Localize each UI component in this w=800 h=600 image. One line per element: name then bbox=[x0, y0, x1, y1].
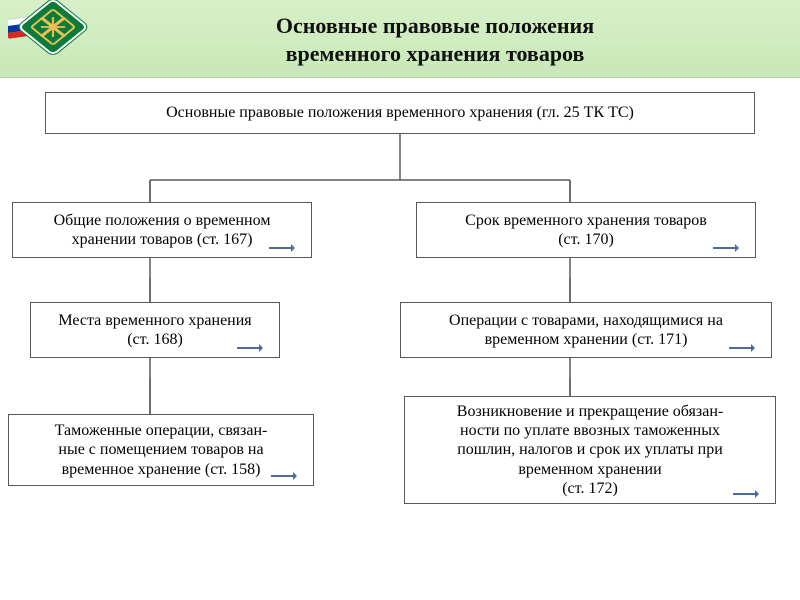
left-node-2: Места временного хранения(ст. 168) bbox=[30, 302, 280, 358]
page-title: Основные правовые положения временного х… bbox=[90, 12, 780, 67]
right-node-1: Срок временного хранения товаров(ст. 170… bbox=[416, 202, 756, 258]
root-label: Основные правовые положения временного х… bbox=[166, 103, 634, 122]
right-node-3-label: Возникновение и прекращение обязан-ности… bbox=[457, 402, 723, 498]
right-node-1-label: Срок временного хранения товаров(ст. 170… bbox=[465, 211, 707, 249]
org-diagram: Основные правовые положения временного х… bbox=[0, 78, 800, 598]
left-node-3: Таможенные операции, связан-ные с помеще… bbox=[8, 414, 314, 486]
right-node-2-label: Операции с товарами, находящимися наврем… bbox=[449, 311, 723, 349]
left-node-1: Общие положения о временном хранении тов… bbox=[12, 202, 312, 258]
arrow-right-icon bbox=[729, 344, 755, 352]
root-node: Основные правовые положения временного х… bbox=[45, 92, 755, 134]
left-node-3-label: Таможенные операции, связан-ные с помеще… bbox=[55, 421, 268, 479]
arrow-right-icon bbox=[713, 244, 739, 252]
header: Основные правовые положения временного х… bbox=[0, 0, 800, 78]
customs-shield-icon bbox=[17, 0, 89, 56]
left-node-1-label: Общие положения о временном хранении тов… bbox=[23, 211, 301, 249]
right-node-2: Операции с товарами, находящимися наврем… bbox=[400, 302, 772, 358]
arrow-right-icon bbox=[271, 472, 297, 480]
left-node-2-label: Места временного хранения(ст. 168) bbox=[58, 311, 251, 349]
right-node-3: Возникновение и прекращение обязан-ности… bbox=[404, 396, 776, 504]
arrow-right-icon bbox=[733, 490, 759, 498]
header-emblem bbox=[8, 4, 76, 50]
title-line-2: временного хранения товаров bbox=[90, 40, 780, 68]
title-line-1: Основные правовые положения bbox=[90, 12, 780, 40]
